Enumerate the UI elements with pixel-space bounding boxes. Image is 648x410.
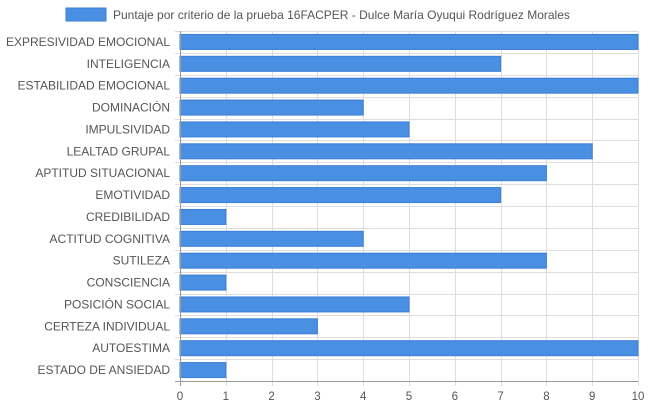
x-tick-label: 5 — [406, 391, 412, 403]
bar[interactable] — [179, 208, 227, 225]
bar[interactable] — [179, 252, 547, 269]
bar[interactable] — [179, 165, 547, 182]
x-tick-labels: 0 1 2 3 4 5 6 7 8 9 10 — [177, 391, 645, 403]
category-label: ESTADO DE ANSIEDAD — [38, 363, 171, 377]
bar[interactable] — [179, 187, 502, 204]
x-tick-label: 10 — [632, 391, 645, 403]
category-label: AUTOESTIMA — [92, 341, 170, 355]
x-tick-label: 3 — [314, 391, 320, 403]
category-label: CONSCIENCIA — [87, 276, 170, 290]
category-label: CERTEZA INDIVIDUAL — [44, 319, 170, 333]
category-label: APTITUD SITUACIONAL — [35, 166, 170, 180]
bar[interactable] — [179, 121, 410, 138]
bar[interactable] — [179, 318, 318, 335]
bar[interactable] — [179, 296, 410, 313]
legend-label: Puntaje por criterio de la prueba 16FACP… — [113, 8, 570, 22]
category-label: SUTILEZA — [113, 254, 170, 268]
legend[interactable]: Puntaje por criterio de la prueba 16FACP… — [65, 7, 570, 22]
bar[interactable] — [179, 230, 364, 247]
bar[interactable] — [179, 77, 639, 94]
bar[interactable] — [179, 143, 593, 160]
category-label: ESTABILIDAD EMOCIONAL — [18, 79, 171, 93]
category-label: EXPRESIVIDAD EMOCIONAL — [6, 35, 170, 49]
x-tick-label: 8 — [543, 391, 549, 403]
bar[interactable] — [179, 362, 227, 379]
bar[interactable] — [179, 55, 502, 72]
category-label: INTELIGENCIA — [87, 57, 170, 71]
axes — [175, 31, 638, 386]
bar[interactable] — [179, 33, 639, 50]
category-label: ACTITUD COGNITIVA — [50, 232, 170, 246]
bar[interactable] — [179, 340, 639, 357]
category-label: IMPULSIVIDAD — [85, 122, 170, 136]
x-tick-label: 4 — [360, 391, 367, 403]
category-label: LEALTAD GRUPAL — [67, 144, 171, 158]
bar[interactable] — [179, 99, 364, 116]
x-tick-label: 1 — [223, 391, 229, 403]
category-labels: EXPRESIVIDAD EMOCIONAL INTELIGENCIA ESTABI… — [6, 35, 170, 377]
bar[interactable] — [179, 274, 227, 291]
category-label: EMOTIVIDAD — [95, 188, 170, 202]
legend-swatch — [65, 7, 107, 22]
x-tick-label: 0 — [177, 391, 183, 403]
bars — [179, 33, 639, 379]
x-tick-label: 7 — [497, 391, 503, 403]
category-label: DOMINACIÓN — [92, 100, 170, 115]
x-tick-label: 6 — [452, 391, 458, 403]
category-label: CREDIBILIDAD — [86, 210, 170, 224]
category-label: POSICIÓN SOCIAL — [64, 296, 170, 311]
x-tick-label: 2 — [268, 391, 274, 403]
x-tick-label: 9 — [589, 391, 595, 403]
